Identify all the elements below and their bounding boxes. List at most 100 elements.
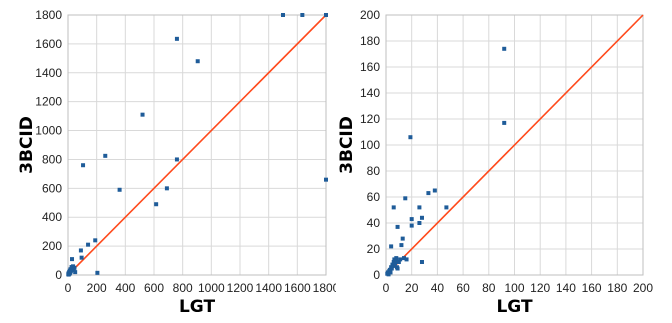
chart-right-data-point bbox=[395, 224, 400, 229]
chart-right-data-point bbox=[388, 270, 393, 275]
chart-left-identity-line bbox=[67, 14, 327, 276]
chart-left-data-point bbox=[164, 186, 169, 191]
chart-left-data-point bbox=[324, 13, 328, 17]
chart-right-data-point bbox=[398, 257, 403, 262]
chart-left-data-point bbox=[117, 187, 122, 192]
chart-left-y-tick-label: 1600 bbox=[35, 37, 62, 51]
chart-left-data-point bbox=[95, 270, 100, 275]
chart-right-y-tick-label: 20 bbox=[367, 242, 381, 256]
chart-right-x-tick-label: 120 bbox=[530, 281, 550, 295]
chart-right-x-tick-label: 160 bbox=[582, 281, 602, 295]
chart-left-y-tick-label: 800 bbox=[42, 152, 62, 166]
scatter-chart-right: 0 20 40 60 80 100 120 140 160 180 200 0 20 40 60 80 100 1… bbox=[337, 8, 653, 317]
chart-left-data-point bbox=[70, 257, 75, 262]
chart-right-data-point bbox=[404, 257, 409, 262]
chart-right-y-tick-label: 120 bbox=[360, 112, 380, 126]
chart-right-data-point bbox=[502, 46, 507, 51]
chart-right-data-point bbox=[502, 120, 507, 125]
chart-left-x-tick-label: 1400 bbox=[255, 281, 282, 295]
chart-left-data-point bbox=[300, 13, 305, 17]
chart-left-y-tick-label: 600 bbox=[42, 181, 62, 195]
chart-right-data-point bbox=[417, 221, 422, 225]
chart-right-data-point bbox=[409, 223, 414, 228]
chart-left-data-point bbox=[174, 157, 179, 162]
chart-right-data-point bbox=[400, 236, 405, 241]
chart-left-data-point bbox=[73, 270, 78, 275]
chart-right-data-point bbox=[417, 205, 422, 210]
chart-left-data-point bbox=[79, 255, 84, 260]
chart-right-y-tick-label: 60 bbox=[367, 190, 381, 204]
chart-right-data-point bbox=[394, 256, 399, 261]
chart-left-x-tick-label: 600 bbox=[144, 281, 164, 295]
chart-left-data-point bbox=[78, 248, 83, 253]
chart-right-data-point bbox=[432, 188, 437, 193]
chart-left-data-point bbox=[81, 163, 86, 168]
chart-right-x-tick-label: 0 bbox=[383, 281, 390, 295]
chart-left-x-tick-label: 1200 bbox=[227, 281, 254, 295]
chart-right-x-tick-label: 40 bbox=[431, 281, 445, 295]
chart-right-y-axis-title: 3BCID bbox=[337, 116, 357, 174]
chart-right-x-tick-label: 60 bbox=[456, 281, 470, 295]
chart-left-y-axis-title: 3BCID bbox=[17, 116, 37, 174]
chart-left-y-tick-label: 0 bbox=[55, 268, 62, 282]
chart-left-data-point bbox=[154, 202, 159, 207]
chart-right-y-tick-label: 160 bbox=[360, 60, 380, 74]
chart-left-y-tick-label: 400 bbox=[42, 210, 62, 224]
chart-right-y-tick-label: 180 bbox=[360, 34, 380, 48]
chart-left-data-point bbox=[72, 265, 77, 270]
chart-right-data-point bbox=[408, 135, 413, 140]
chart-right-x-tick-label: 180 bbox=[607, 281, 627, 295]
chart-right-x-tick-label: 20 bbox=[405, 281, 419, 295]
chart-left-x-tick-label: 400 bbox=[115, 281, 135, 295]
chart-left-data-point bbox=[324, 177, 328, 182]
chart-right-y-tick-label: 40 bbox=[367, 216, 381, 230]
chart-right-data-point bbox=[396, 260, 401, 264]
chart-left-x-tick-label: 1600 bbox=[284, 281, 311, 295]
chart-left-x-tick-label: 800 bbox=[173, 281, 193, 295]
chart-right-data-point bbox=[399, 243, 404, 248]
chart-left-y-tick-label: 1200 bbox=[35, 95, 62, 109]
chart-right-data-point bbox=[395, 266, 400, 271]
chart-right-data-point bbox=[391, 205, 396, 210]
chart-right-y-tick-label: 140 bbox=[360, 86, 380, 100]
chart-right-data-point bbox=[426, 191, 431, 196]
chart-left-x-tick-label: 200 bbox=[87, 281, 107, 295]
chart-right-data-point bbox=[409, 217, 414, 222]
chart-left-data-point bbox=[103, 153, 108, 158]
chart-right-y-tick-label: 80 bbox=[367, 164, 381, 178]
chart-left-x-tick-label: 0 bbox=[65, 281, 72, 295]
chart-right-data-point bbox=[391, 263, 396, 268]
chart-right-data-point bbox=[444, 205, 449, 210]
chart-right-plot-frame bbox=[385, 14, 644, 276]
chart-left-y-tick-label: 1400 bbox=[35, 66, 62, 80]
chart-right-y-tick-label: 100 bbox=[360, 138, 380, 152]
chart-right-data-point bbox=[392, 261, 397, 266]
chart-left-x-axis-title: LGT bbox=[179, 297, 215, 317]
chart-left-y-tick-label: 1000 bbox=[35, 124, 62, 138]
chart-left-data-point bbox=[174, 36, 179, 41]
chart-right-y-tick-label: 0 bbox=[373, 268, 380, 282]
chart-right-y-tick-label: 200 bbox=[360, 8, 380, 22]
chart-left-x-tick-label: 1800 bbox=[313, 281, 336, 295]
chart-right-data-point bbox=[389, 266, 394, 271]
chart-left-x-tick-label: 1000 bbox=[198, 281, 225, 295]
chart-right-x-tick-label: 140 bbox=[556, 281, 576, 295]
chart-right-data-point bbox=[419, 260, 424, 264]
chart-left-data-point bbox=[281, 13, 285, 17]
chart-right-data-point bbox=[403, 196, 408, 201]
chart-left-y-tick-label: 1800 bbox=[35, 8, 62, 22]
chart-right-data-point bbox=[389, 244, 394, 249]
chart-left-y-tick-label: 200 bbox=[42, 239, 62, 253]
chart-right-data-point bbox=[401, 256, 406, 261]
chart-left-plot-frame bbox=[67, 14, 327, 276]
chart-left-data-point bbox=[71, 267, 76, 272]
chart-right-x-tick-label: 200 bbox=[633, 281, 653, 295]
chart-right-x-tick-label: 80 bbox=[482, 281, 496, 295]
chart-right-identity-line bbox=[385, 14, 644, 276]
chart-left-data-point bbox=[195, 59, 200, 64]
chart-left-data-point bbox=[93, 238, 98, 243]
chart-right-data-point bbox=[393, 258, 398, 263]
chart-right-x-axis-title: LGT bbox=[496, 297, 532, 317]
chart-right-x-tick-label: 100 bbox=[504, 281, 524, 295]
